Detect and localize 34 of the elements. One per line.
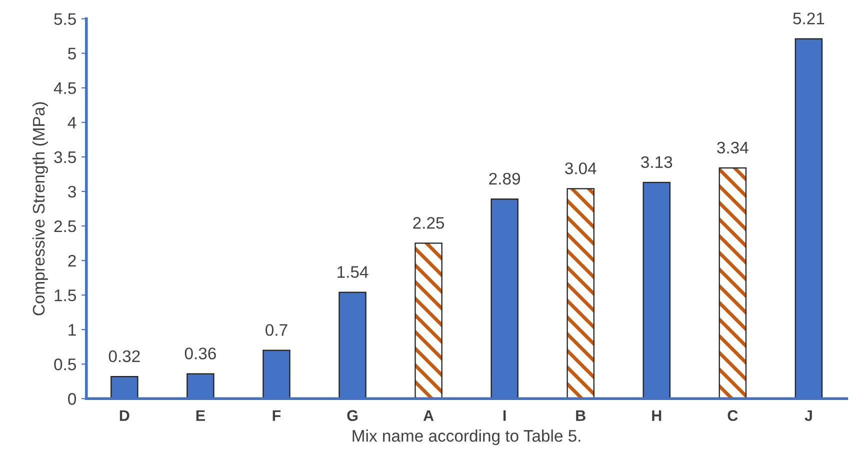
y-axis-title: Compressive Strength (MPa): [32, 102, 48, 316]
y-tick-label: 4: [68, 116, 76, 128]
x-tick-label: G: [347, 410, 358, 421]
x-tick-label: I: [503, 410, 506, 421]
x-tick-label: D: [120, 410, 130, 421]
y-tick-label: 1: [68, 324, 76, 336]
data-label: 1.54: [338, 266, 368, 278]
data-label: 0.36: [184, 348, 216, 360]
data-label: 5.21: [793, 12, 824, 24]
y-tick-label: 2: [68, 254, 76, 267]
data-label: 2.89: [489, 172, 520, 185]
x-tick-label: H: [652, 410, 662, 421]
data-label: 3.34: [717, 142, 748, 154]
x-tick-label: C: [728, 410, 738, 421]
y-tick-label: 3: [68, 186, 76, 198]
y-tick-label: 4.5: [54, 82, 76, 94]
y-tick-label: 0: [68, 393, 76, 405]
data-label: 0.32: [108, 350, 140, 362]
data-label: 0.7: [266, 324, 288, 336]
x-tick-label: F: [272, 410, 281, 421]
x-axis-title: Mix name according to Table 5.: [352, 430, 580, 446]
data-label: 2.25: [413, 217, 444, 229]
y-tick-label: 5: [68, 48, 76, 60]
x-tick-label: A: [423, 410, 434, 421]
data-label: 3.13: [641, 156, 672, 168]
x-tick-label: B: [576, 410, 586, 421]
y-tick-label: 0.5: [54, 358, 76, 370]
y-tick-label: 5.5: [54, 13, 76, 25]
y-tick-label: 2.5: [54, 220, 76, 232]
data-label: 3.04: [565, 162, 596, 174]
y-tick-label: 1.5: [54, 290, 76, 302]
x-tick-label: E: [196, 410, 205, 421]
y-tick-label: 3.5: [54, 151, 76, 164]
x-tick-label: J: [804, 410, 812, 421]
